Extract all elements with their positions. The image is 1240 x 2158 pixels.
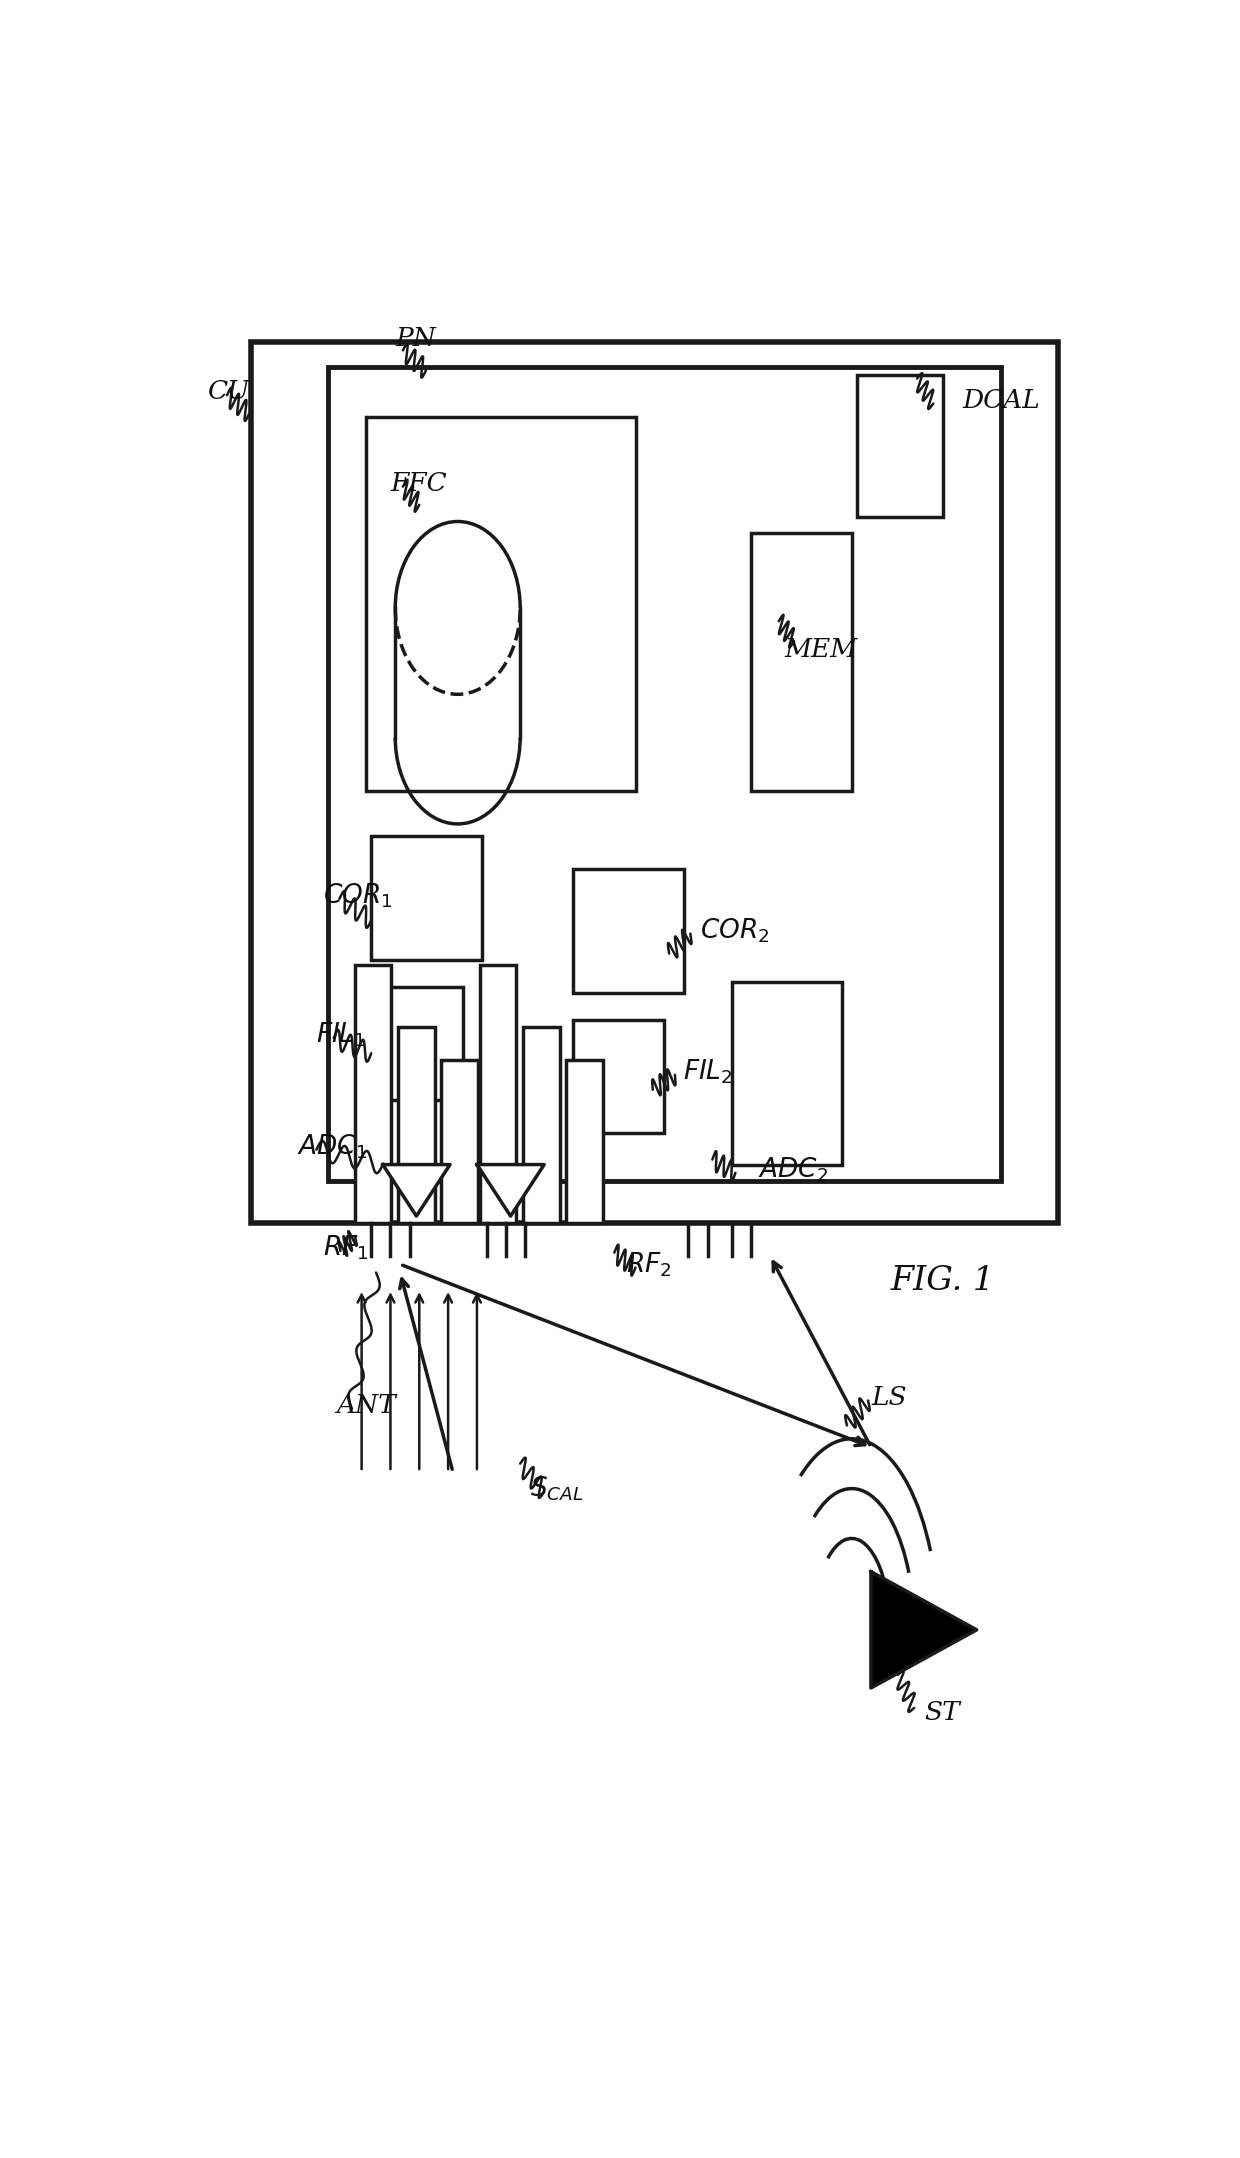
Text: MEM: MEM: [785, 637, 858, 663]
Text: $\mathit{ADC}_1$: $\mathit{ADC}_1$: [298, 1133, 367, 1161]
Text: $\mathit{RF}_1$: $\mathit{RF}_1$: [324, 1234, 368, 1262]
Polygon shape: [383, 1165, 450, 1217]
Text: ST: ST: [924, 1701, 960, 1726]
Bar: [567, 1060, 603, 1224]
Bar: [367, 416, 635, 790]
Bar: [441, 1060, 477, 1224]
Text: $S_{CAL}$: $S_{CAL}$: [529, 1474, 583, 1502]
Text: $\mathit{RF}_2$: $\mathit{RF}_2$: [626, 1249, 671, 1278]
Text: DCAL: DCAL: [962, 388, 1040, 412]
Text: PN: PN: [396, 326, 436, 352]
Text: FFC: FFC: [391, 470, 448, 496]
Bar: [371, 835, 481, 960]
Bar: [857, 375, 942, 516]
Text: ANT: ANT: [336, 1394, 396, 1418]
Text: FIG. 1: FIG. 1: [892, 1265, 994, 1297]
Polygon shape: [477, 1165, 544, 1217]
Text: $\mathit{FIL}_2$: $\mathit{FIL}_2$: [682, 1057, 733, 1085]
Text: $\mathit{ADC}_2$: $\mathit{ADC}_2$: [758, 1155, 828, 1185]
Bar: [573, 1021, 665, 1133]
Text: $\mathit{COR}_1$: $\mathit{COR}_1$: [324, 880, 393, 911]
Bar: [327, 367, 1001, 1180]
Bar: [732, 982, 842, 1165]
Bar: [480, 965, 516, 1224]
Bar: [398, 1027, 435, 1224]
Bar: [355, 965, 392, 1224]
Polygon shape: [870, 1571, 977, 1688]
Text: $\mathit{FIL}_1$: $\mathit{FIL}_1$: [316, 1021, 366, 1049]
Text: CU: CU: [208, 380, 250, 404]
Text: $\mathit{COR}_2$: $\mathit{COR}_2$: [699, 915, 769, 945]
Bar: [371, 986, 463, 1101]
Bar: [250, 341, 1059, 1224]
Bar: [523, 1027, 559, 1224]
Text: LS: LS: [870, 1385, 906, 1409]
Bar: [573, 870, 683, 993]
Bar: [751, 533, 852, 790]
